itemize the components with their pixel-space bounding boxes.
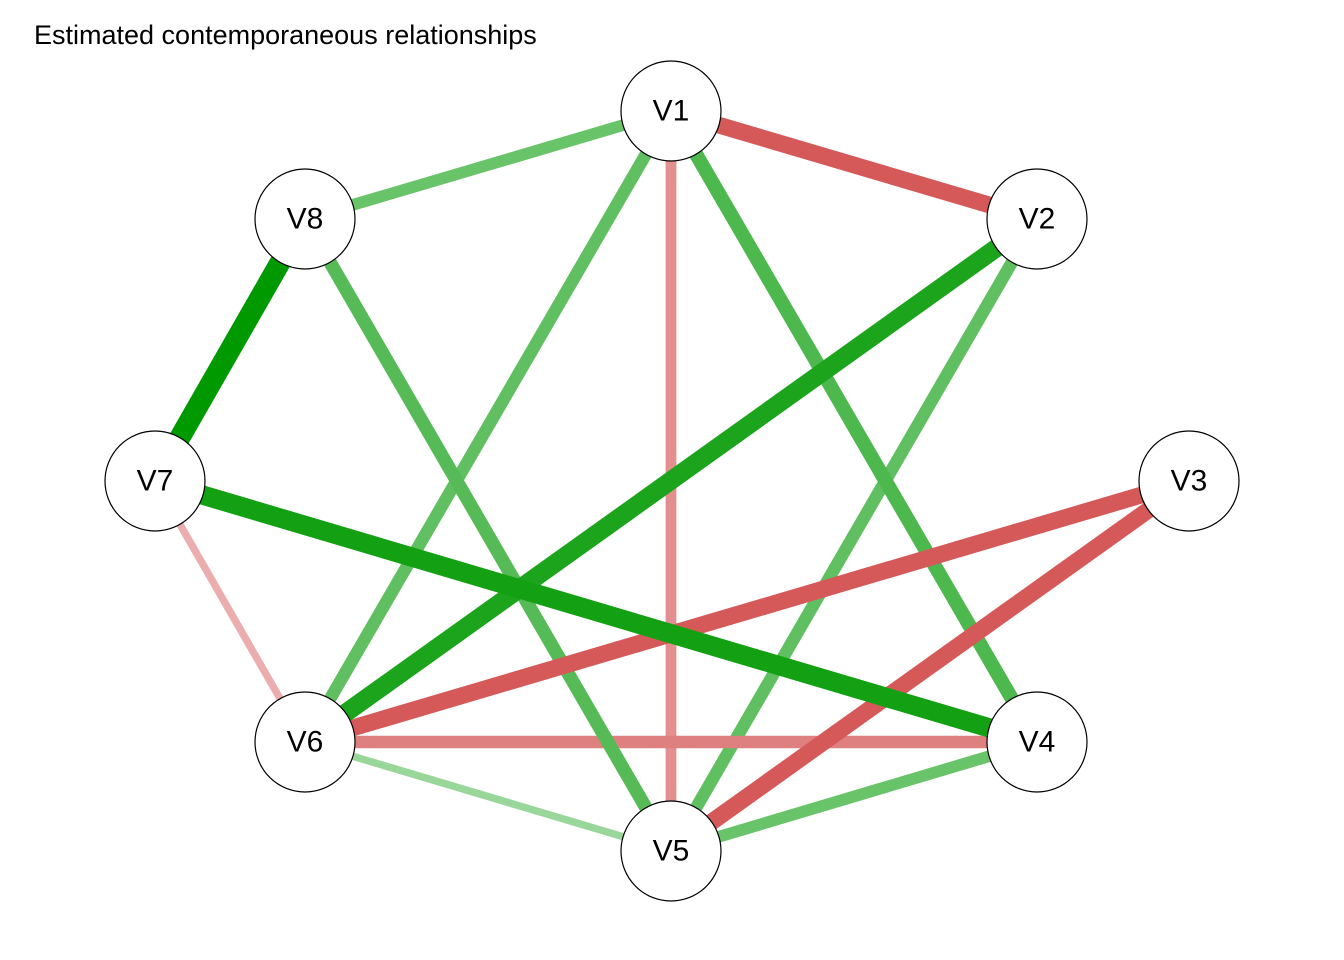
node-v5: V5 [620, 800, 722, 902]
node-circle [1138, 430, 1240, 532]
edge-v3-v6 [302, 472, 1192, 751]
edge-v7-v4 [152, 471, 1040, 752]
node-label: V7 [137, 465, 174, 498]
node-label: V5 [653, 835, 690, 868]
edge-v2-v6 [299, 211, 1043, 750]
node-label: V1 [653, 95, 690, 128]
node-label: V4 [1019, 726, 1056, 759]
edge-v6-v5 [303, 738, 673, 855]
node-circle [620, 60, 722, 162]
node-circle [986, 168, 1088, 270]
diagram-title: Estimated contemporaneous relationships [34, 20, 537, 50]
node-v3: V3 [1138, 430, 1240, 532]
edge-v1-v6 [299, 107, 677, 746]
edge-v1-v8 [303, 105, 673, 225]
node-circle [986, 691, 1088, 793]
edge-v8-v5 [299, 215, 677, 855]
edge-v5-v4 [669, 736, 1039, 857]
node-v6: V6 [254, 691, 356, 793]
node-v2: V2 [986, 168, 1088, 270]
node-label: V2 [1019, 203, 1056, 236]
edges-layer [145, 102, 1194, 858]
node-circle [104, 430, 206, 532]
node-circle [620, 800, 722, 902]
node-label: V3 [1171, 465, 1208, 498]
node-label: V6 [287, 726, 324, 759]
edge-v3-v5 [666, 474, 1194, 858]
nodes-layer: V1 V2 V3 V4 V5 V6 V7 V8 [104, 60, 1240, 902]
node-circle [254, 168, 356, 270]
node-v1: V1 [620, 60, 722, 162]
node-v7: V7 [104, 430, 206, 532]
node-v8: V8 [254, 168, 356, 270]
node-circle [254, 691, 356, 793]
edge-v1-v2 [668, 102, 1040, 228]
node-v4: V4 [986, 691, 1088, 793]
node-label: V8 [287, 203, 324, 236]
